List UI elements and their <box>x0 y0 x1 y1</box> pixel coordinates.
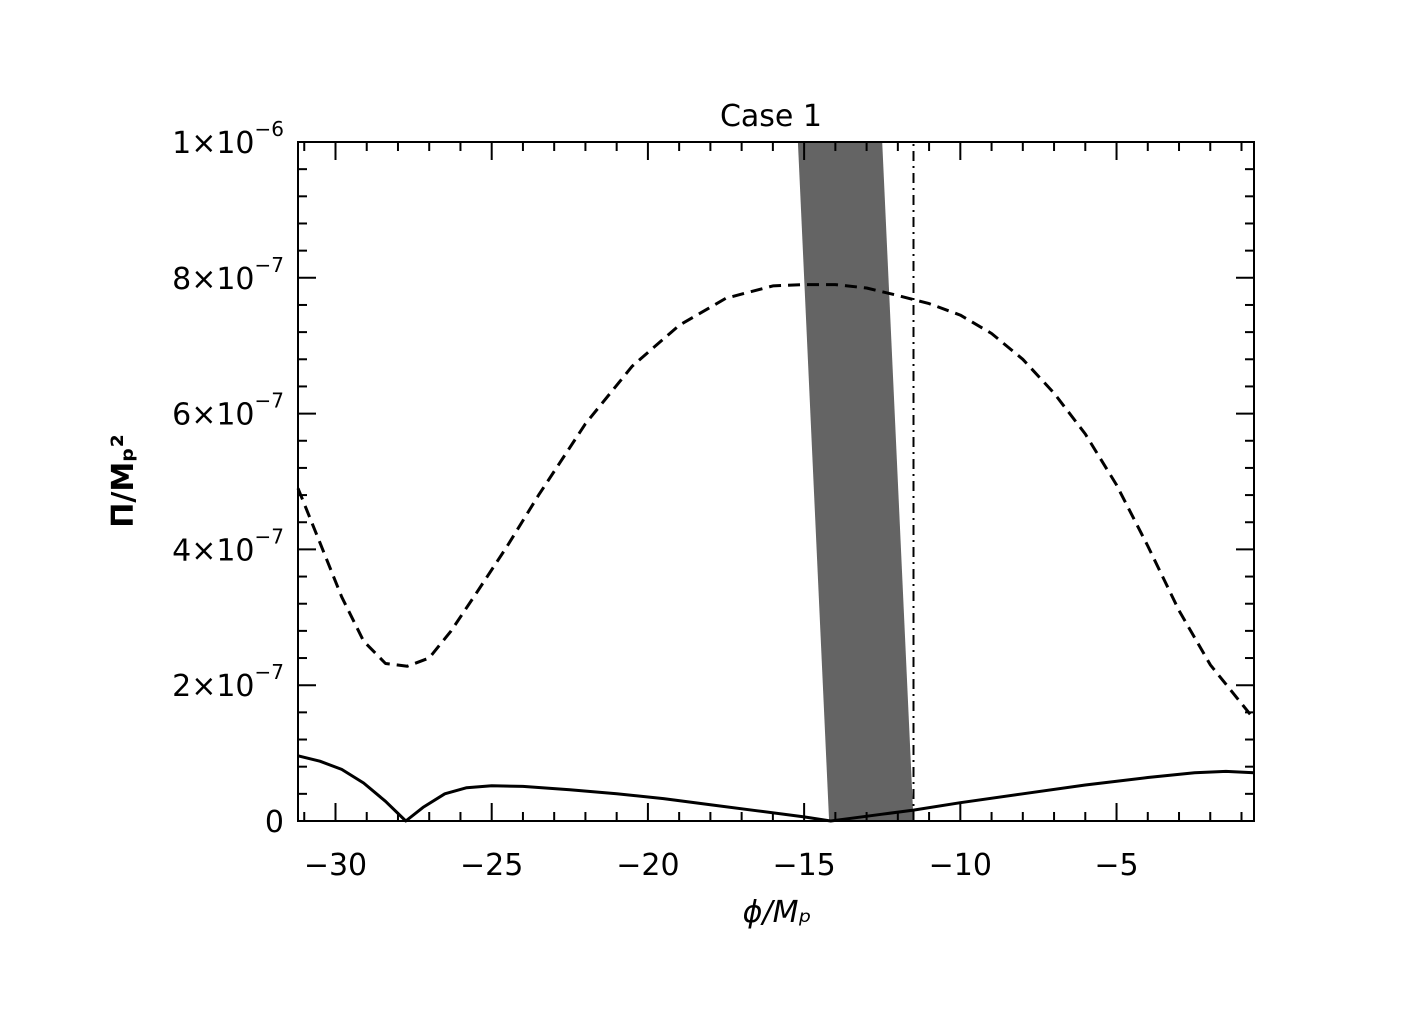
x-tick-label: −30 <box>304 848 367 883</box>
y-tick-label: 0 <box>265 805 284 840</box>
x-tick-label: −25 <box>460 848 523 883</box>
series-line-dashed <box>296 283 1256 721</box>
plot-frame <box>297 141 1255 822</box>
series-line-solid <box>297 754 1255 823</box>
x-tick-label: −15 <box>772 848 835 883</box>
chart-title: Case 1 <box>720 99 822 134</box>
shaded-band <box>797 142 914 821</box>
x-tick-label: −20 <box>616 848 679 883</box>
x-tick-label: −10 <box>929 848 992 883</box>
y-axis-label: Π/Mₚ² <box>106 434 141 527</box>
x-axis-label: ϕ/Mₚ <box>743 895 812 930</box>
plot-content <box>296 142 1256 823</box>
x-tick-label: −5 <box>1094 848 1138 883</box>
